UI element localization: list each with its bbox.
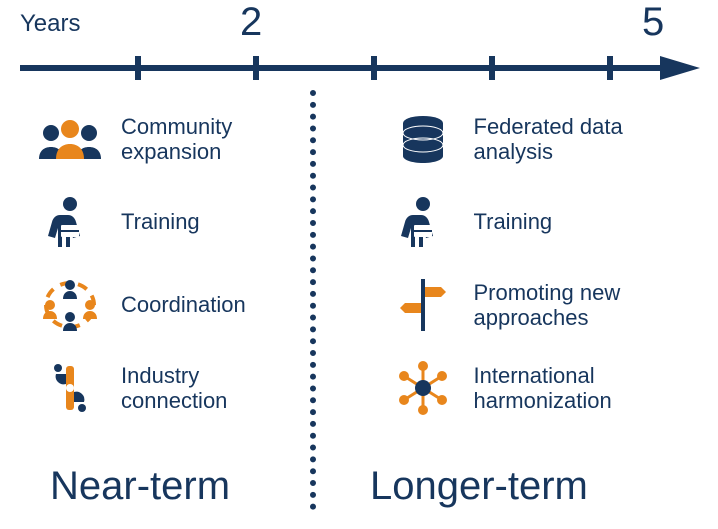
longer-item-label: Federated data analysis — [474, 114, 664, 165]
year-marker-5: 5 — [642, 0, 664, 45]
timeline: Years 2 5 — [20, 10, 700, 38]
near-item: Training — [35, 193, 348, 251]
longer-item: International harmonization — [388, 359, 701, 417]
longer-item: Training — [388, 193, 701, 251]
industry-icon — [35, 359, 105, 417]
timeline-axis — [20, 50, 700, 95]
near-item: Community expansion — [35, 110, 348, 168]
year-marker-2: 2 — [240, 0, 262, 45]
near-item-label: Coordination — [121, 292, 246, 317]
near-term-label: Near-term — [50, 464, 230, 509]
near-item-label: Training — [121, 209, 200, 234]
longer-item-label: International harmonization — [474, 363, 664, 414]
people-icon — [35, 110, 105, 168]
signpost-icon — [388, 276, 458, 334]
training-icon — [388, 193, 458, 251]
coordination-icon — [35, 276, 105, 334]
near-item-label: Industry connection — [121, 363, 311, 414]
columns: Community expansion Training Coordinatio… — [20, 110, 700, 417]
near-item: Industry connection — [35, 359, 348, 417]
near-item: Coordination — [35, 276, 348, 334]
longer-term-label: Longer-term — [370, 464, 588, 509]
longer-item: Promoting new approaches — [388, 276, 701, 334]
database-icon — [388, 110, 458, 168]
longer-item: Federated data analysis — [388, 110, 701, 168]
longer-item-label: Promoting new approaches — [474, 280, 664, 331]
training-icon — [35, 193, 105, 251]
longer-term-column: Federated data analysis Training Promoti… — [348, 110, 701, 417]
near-item-label: Community expansion — [121, 114, 311, 165]
near-term-column: Community expansion Training Coordinatio… — [20, 110, 348, 417]
years-label: Years — [20, 10, 81, 37]
longer-item-label: Training — [474, 209, 553, 234]
network-icon — [388, 359, 458, 417]
